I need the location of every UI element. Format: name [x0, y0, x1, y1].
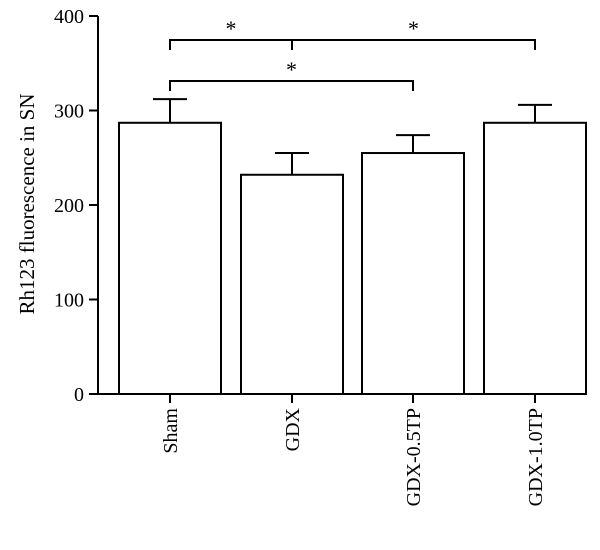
bar-sham: [118, 121, 222, 395]
y-tick-label: 100: [54, 290, 84, 312]
y-tick-label: 200: [54, 195, 84, 217]
plot-area: 0 100 200 300 400 Sham GDX GDX-0.5TP GDX-1.0TP * *…: [54, 6, 587, 506]
significance-label: *: [286, 57, 297, 82]
y-tick-label: 300: [54, 101, 84, 123]
y-axis-title: Rh123 fluorescence in SN: [15, 93, 39, 314]
bar-gdx-1.0tp: [483, 121, 587, 395]
x-tick-label-gdx-0.5tp: GDX-0.5TP: [403, 408, 425, 506]
significance-label: *: [408, 16, 419, 41]
x-tick-label-sham: Sham: [160, 408, 182, 454]
significance-bracket: [169, 39, 293, 50]
significance-label: *: [226, 16, 237, 41]
x-tick-label-gdx-1.0tp: GDX-1.0TP: [525, 408, 547, 506]
y-tick-label: 0: [74, 384, 84, 406]
significance-bracket: [169, 80, 414, 91]
x-tick-label-gdx: GDX: [282, 407, 304, 451]
y-tick-label: 400: [54, 6, 84, 28]
bar-gdx: [240, 173, 344, 395]
significance-bracket: [291, 39, 536, 50]
bar-gdx-0.5tp: [361, 152, 465, 395]
